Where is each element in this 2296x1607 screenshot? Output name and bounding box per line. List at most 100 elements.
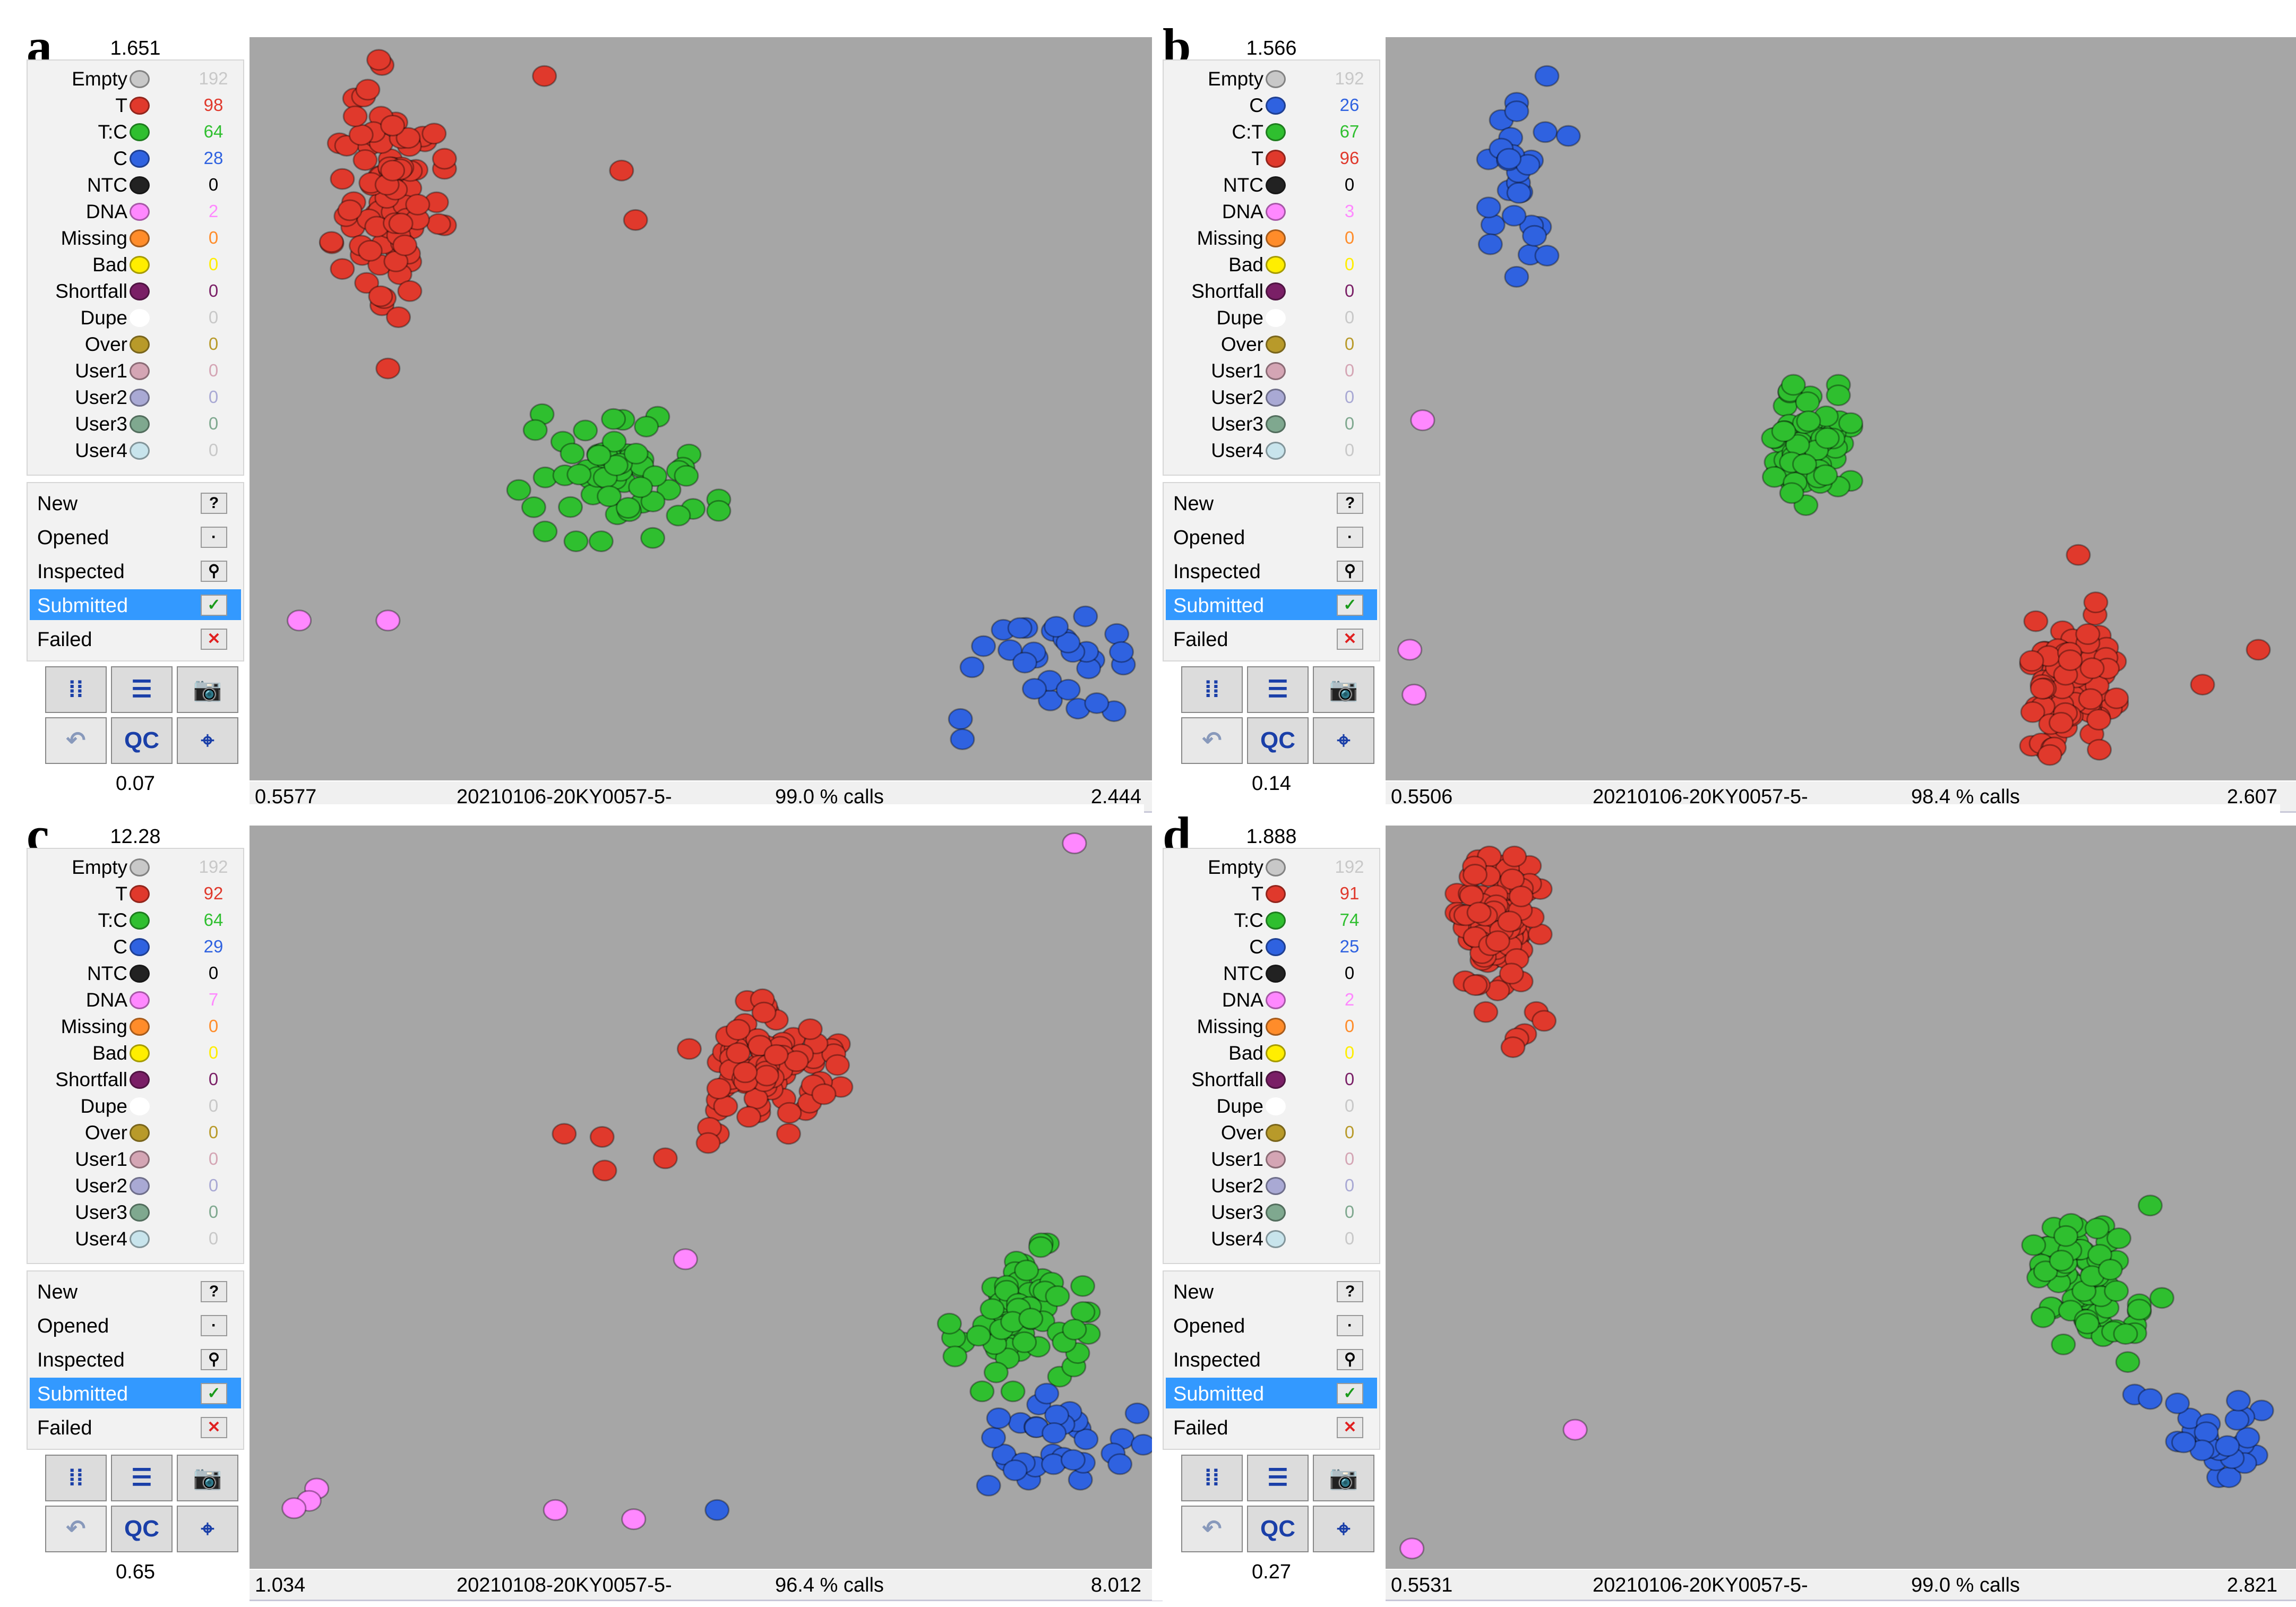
point-t[interactable]: [380, 159, 406, 182]
point-c[interactable]: [1124, 1402, 1150, 1424]
status-item-inspected[interactable]: Inspected ⚲: [1166, 555, 1377, 586]
legend-item[interactable]: User4 0: [1164, 437, 1381, 464]
point-t[interactable]: [609, 159, 634, 182]
point-t[interactable]: [342, 105, 368, 127]
point-c[interactable]: [1534, 245, 1560, 267]
point-t-c[interactable]: [2115, 1351, 2140, 1373]
legend-item[interactable]: User4 0: [28, 1226, 245, 1252]
point-t-c[interactable]: [2084, 1217, 2110, 1240]
qc-button[interactable]: QC: [1247, 717, 1309, 764]
point-t-c[interactable]: [573, 419, 598, 442]
status-item-failed[interactable]: Failed ✕: [30, 623, 241, 654]
point-t[interactable]: [1463, 974, 1488, 996]
legend-item[interactable]: Over 0: [1164, 331, 1381, 358]
point-t-c[interactable]: [522, 419, 548, 441]
cluster-colors-icon[interactable]: ⁞⁞: [1181, 666, 1243, 713]
point-t[interactable]: [552, 1123, 577, 1145]
point-t-c[interactable]: [2049, 1250, 2074, 1271]
legend-item[interactable]: User1 0: [28, 1146, 245, 1173]
point-t[interactable]: [2066, 544, 2091, 566]
point-t[interactable]: [432, 148, 457, 170]
point-t-c[interactable]: [558, 496, 583, 518]
point-t-c[interactable]: [2033, 1260, 2058, 1283]
legend-item[interactable]: Bad 0: [28, 252, 245, 278]
legend-item[interactable]: NTC 0: [28, 172, 245, 199]
point-t-c[interactable]: [597, 485, 622, 508]
legend-item[interactable]: T 91: [1164, 881, 1381, 907]
point-c[interactable]: [2235, 1426, 2260, 1449]
point-t-c[interactable]: [936, 1312, 962, 1335]
point-t-c[interactable]: [2097, 1259, 2123, 1281]
point-c[interactable]: [1555, 125, 1581, 147]
legend-item[interactable]: User3 0: [1164, 1199, 1381, 1226]
point-t-c[interactable]: [1018, 1308, 1044, 1330]
point-dna[interactable]: [1399, 1537, 1425, 1560]
zoom-fit-icon[interactable]: ⌖: [1313, 717, 1374, 764]
point-t-c[interactable]: [1045, 1285, 1070, 1307]
point-t[interactable]: [2020, 701, 2045, 723]
point-t[interactable]: [797, 1018, 823, 1041]
point-c[interactable]: [1073, 605, 1098, 628]
point-t[interactable]: [368, 285, 393, 307]
zoom-fit-icon[interactable]: ⌖: [1313, 1506, 1374, 1552]
point-t[interactable]: [348, 124, 374, 146]
point-t[interactable]: [366, 49, 392, 71]
legend-item[interactable]: T:C 64: [28, 119, 245, 145]
point-t[interactable]: [1497, 910, 1523, 933]
zoom-fit-icon[interactable]: ⌖: [177, 1506, 238, 1552]
point-c[interactable]: [1107, 1453, 1133, 1475]
legend-item[interactable]: User1 0: [28, 358, 245, 384]
qc-button[interactable]: QC: [111, 1506, 173, 1552]
legend-item[interactable]: C 29: [28, 934, 245, 960]
undo-icon[interactable]: ↶: [45, 717, 107, 764]
point-t-c[interactable]: [615, 497, 641, 519]
point-t-c[interactable]: [634, 416, 659, 437]
point-c[interactable]: [1506, 182, 1532, 204]
camera-icon[interactable]: 📷: [1313, 1455, 1374, 1501]
point-t-c[interactable]: [521, 496, 546, 518]
legend-item[interactable]: User4 0: [1164, 1226, 1381, 1252]
point-t[interactable]: [736, 1106, 761, 1128]
point-t-c[interactable]: [1028, 1236, 1053, 1258]
point-c-t[interactable]: [1792, 453, 1817, 475]
point-c[interactable]: [2194, 1421, 2219, 1443]
point-t-c[interactable]: [1012, 1331, 1037, 1353]
status-item-inspected[interactable]: Inspected ⚲: [30, 1344, 241, 1374]
point-t[interactable]: [652, 1147, 678, 1170]
legend-item[interactable]: User3 0: [28, 1199, 245, 1226]
legend-item[interactable]: User1 0: [1164, 1146, 1381, 1173]
point-t-c[interactable]: [601, 431, 627, 453]
legend-item[interactable]: Missing 0: [1164, 225, 1381, 252]
point-c-t[interactable]: [1779, 482, 1804, 504]
point-c[interactable]: [986, 1407, 1011, 1429]
point-t-c[interactable]: [623, 442, 649, 465]
point-c[interactable]: [1501, 204, 1527, 227]
legend-item[interactable]: Shortfall 0: [28, 278, 245, 305]
point-c[interactable]: [1022, 678, 1047, 700]
point-t[interactable]: [1500, 1036, 1526, 1059]
point-t[interactable]: [2058, 649, 2083, 672]
point-c[interactable]: [1533, 121, 1558, 143]
point-t[interactable]: [2246, 639, 2271, 661]
point-t[interactable]: [1500, 868, 1525, 890]
point-c[interactable]: [976, 1474, 1001, 1497]
status-item-new[interactable]: New?: [1166, 487, 1377, 518]
point-c[interactable]: [1044, 1404, 1070, 1426]
point-dna[interactable]: [1062, 832, 1087, 854]
point-t-c[interactable]: [969, 1380, 995, 1403]
status-item-new[interactable]: New?: [30, 1276, 241, 1307]
settings-sliders-icon[interactable]: ☰: [1247, 666, 1309, 713]
legend-item[interactable]: Shortfall 0: [28, 1067, 245, 1093]
point-c[interactable]: [1055, 678, 1081, 701]
point-c[interactable]: [1504, 265, 1529, 288]
legend-item[interactable]: Bad 0: [1164, 1040, 1381, 1067]
legend-item[interactable]: User2 0: [1164, 384, 1381, 411]
status-item-opened[interactable]: Opened ·: [30, 1310, 241, 1340]
settings-sliders-icon[interactable]: ☰: [1247, 1455, 1309, 1501]
point-c-t[interactable]: [1781, 374, 1806, 396]
cluster-colors-icon[interactable]: ⁞⁞: [45, 1455, 107, 1501]
point-t[interactable]: [2037, 744, 2062, 766]
point-t[interactable]: [676, 1038, 702, 1060]
cluster-plot-area[interactable]: [1386, 826, 2296, 1569]
undo-icon[interactable]: ↶: [45, 1506, 107, 1552]
